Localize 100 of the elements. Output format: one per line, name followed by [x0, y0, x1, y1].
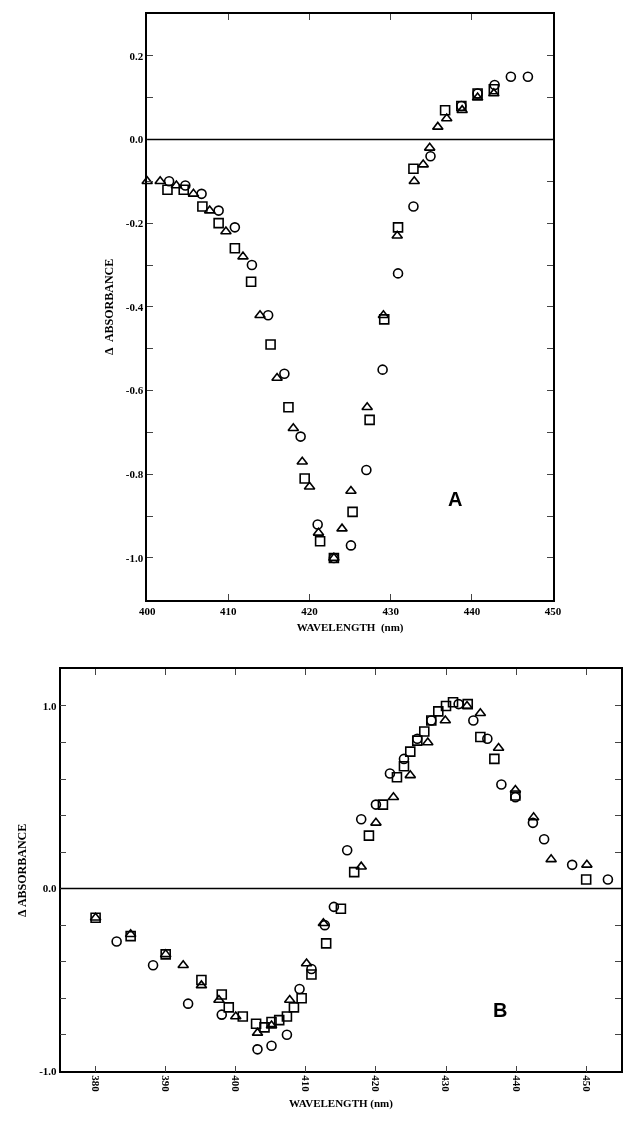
point	[299, 473, 310, 484]
point	[348, 866, 360, 878]
point	[488, 83, 500, 95]
point	[196, 188, 207, 200]
point	[387, 791, 400, 801]
y-tick-label: -0.4	[125, 300, 144, 313]
point	[408, 201, 419, 212]
x-tick-label: 450	[580, 1075, 593, 1093]
point	[453, 698, 464, 710]
point	[361, 464, 372, 476]
point	[287, 422, 300, 432]
point	[527, 817, 539, 829]
point	[398, 753, 410, 765]
point	[252, 1044, 263, 1055]
point	[281, 1029, 293, 1041]
point	[262, 309, 274, 321]
point	[229, 242, 241, 254]
x-tick-label: 440	[463, 604, 481, 617]
point	[439, 104, 451, 116]
point	[111, 936, 122, 947]
x-tick-label: 410	[220, 604, 238, 617]
point	[319, 919, 331, 931]
point	[482, 733, 493, 745]
point	[377, 364, 388, 375]
y-tick-label: 1.0	[42, 699, 58, 712]
y-tick-label: 0.2	[129, 49, 144, 62]
point	[377, 799, 389, 810]
point	[124, 928, 137, 938]
x-tick-label: 430	[382, 604, 400, 617]
point	[294, 983, 305, 995]
point	[538, 833, 550, 845]
point	[392, 268, 404, 279]
point	[295, 431, 306, 442]
y-tick-label: -0.8	[125, 468, 144, 481]
annotation: A	[448, 488, 463, 510]
x-tick-label: 440	[510, 1075, 523, 1093]
point	[237, 1011, 249, 1022]
y-tick-label: -1.0	[39, 1065, 58, 1078]
point	[125, 930, 136, 942]
point	[447, 696, 459, 708]
point	[213, 217, 224, 229]
point	[344, 485, 357, 495]
point	[392, 222, 404, 233]
point	[147, 960, 159, 971]
point	[245, 276, 257, 288]
point	[296, 992, 307, 1004]
point	[212, 994, 225, 1004]
point	[363, 830, 375, 841]
point	[474, 707, 487, 717]
point	[345, 540, 357, 551]
point	[355, 813, 367, 825]
point	[320, 938, 332, 949]
x-axis-title: WAVELENGTH (nm)	[296, 621, 404, 635]
y-tick-label: -1.0	[125, 551, 144, 564]
point	[475, 731, 486, 743]
point	[468, 715, 479, 726]
point	[178, 184, 190, 195]
point	[180, 180, 191, 191]
point	[266, 1040, 277, 1051]
point	[328, 901, 340, 913]
point	[266, 1016, 277, 1028]
x-tick-label: 400	[138, 604, 156, 617]
point	[404, 746, 416, 757]
point	[288, 1002, 300, 1013]
x-tick-label: 420	[370, 1075, 383, 1093]
point	[246, 259, 258, 271]
y-tick-label: -0.6	[125, 384, 144, 397]
point	[364, 414, 375, 426]
point	[580, 874, 592, 885]
x-tick-label: 450	[544, 604, 562, 617]
point	[197, 201, 208, 212]
x-tick-label: 400	[230, 1075, 243, 1093]
point	[216, 1009, 228, 1020]
x-tick-label: 390	[160, 1075, 173, 1093]
point	[425, 150, 436, 162]
point	[456, 104, 469, 114]
point	[312, 519, 323, 530]
point	[378, 314, 390, 325]
point	[433, 706, 444, 717]
point	[509, 784, 522, 794]
x-tick-label: 410	[300, 1075, 313, 1093]
x-tick-label: 420	[301, 604, 319, 617]
point	[398, 760, 410, 772]
x-tick-label: 430	[440, 1075, 453, 1093]
y-tick-label: -0.2	[125, 217, 144, 230]
point	[281, 1011, 293, 1022]
point	[182, 998, 194, 1009]
point	[213, 205, 224, 216]
point	[335, 903, 347, 914]
point	[223, 1002, 235, 1013]
annotation: B	[493, 999, 508, 1021]
point	[341, 844, 353, 856]
point	[522, 71, 534, 82]
point	[384, 768, 396, 779]
point	[391, 771, 403, 783]
point	[505, 71, 517, 82]
y-axis-title: Δ ABSORBANCE	[101, 258, 116, 355]
point	[250, 1018, 262, 1030]
point	[90, 912, 101, 924]
point	[196, 974, 207, 986]
